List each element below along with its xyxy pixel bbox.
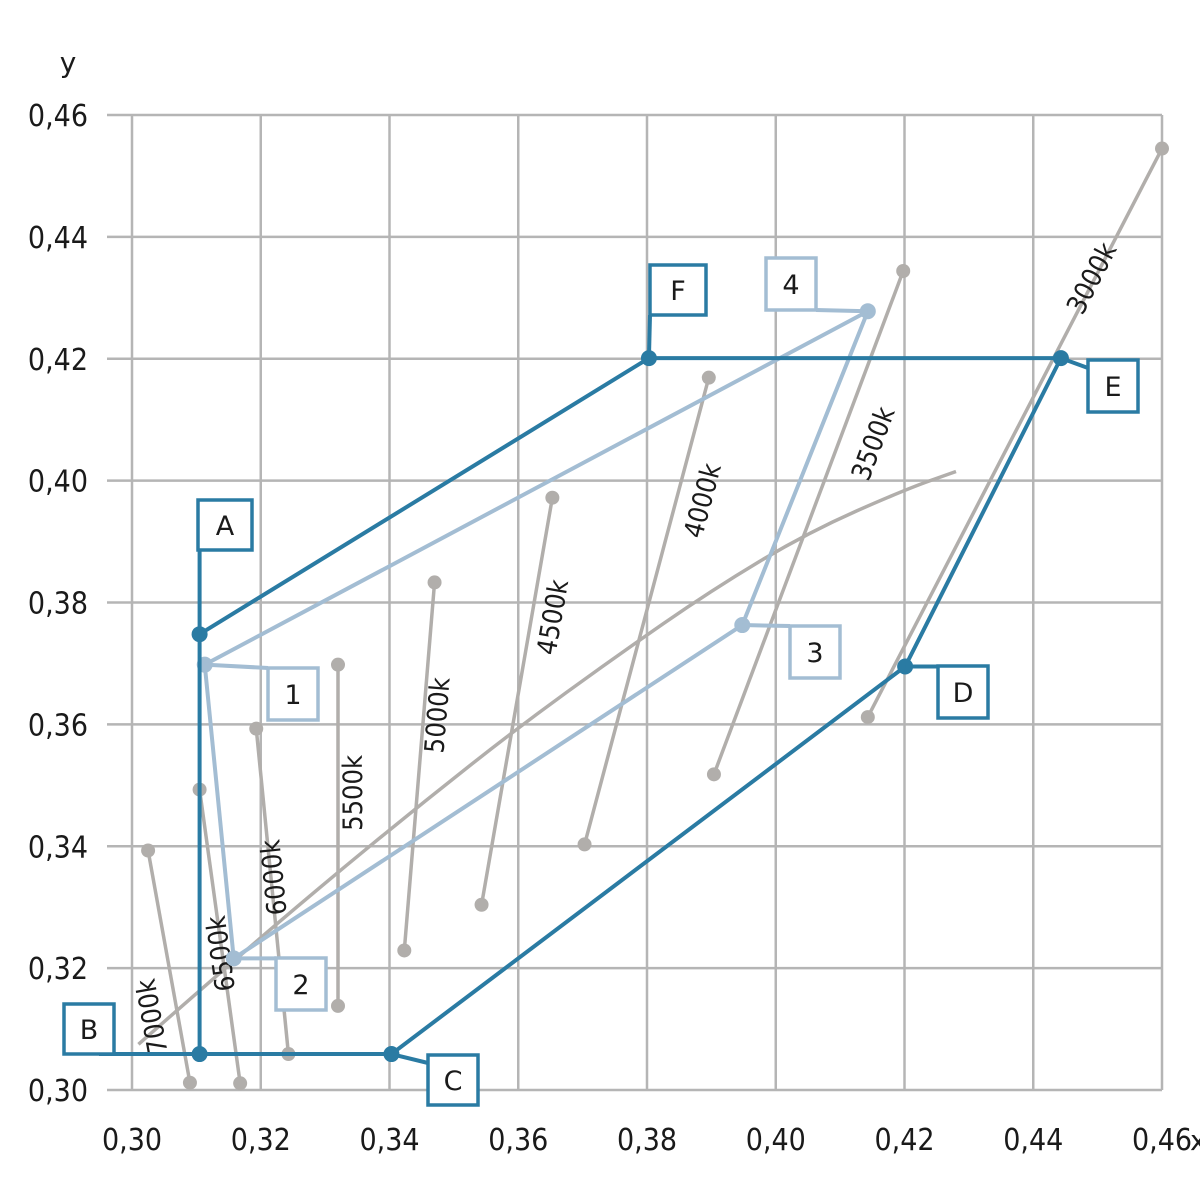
y-tick-label: 0,46 — [28, 99, 88, 134]
outer-vertex-leader-F — [646, 314, 652, 359]
isotherm-point — [182, 1075, 197, 1090]
outer-vertex-leader-C — [390, 1052, 429, 1065]
planckian-locus-line — [137, 469, 957, 1046]
inner-vertex-leader-1 — [204, 662, 269, 670]
y-tick-label: 0,32 — [28, 952, 88, 987]
x-tick-label: 0,30 — [102, 1123, 162, 1158]
isotherm-label: 6000k — [255, 838, 293, 917]
outer-vertex-label-C: C — [444, 1066, 463, 1097]
isotherm-point — [896, 264, 911, 278]
x-tick-label: 0,44 — [1003, 1123, 1063, 1158]
outer-vertex-box-E — [1086, 358, 1140, 414]
isotherm-line-5000k — [402, 582, 437, 951]
inner-vertex-label-3: 3 — [806, 638, 823, 669]
outer-vertex-box-F — [648, 263, 708, 317]
outer-vertex-box-A — [196, 498, 254, 552]
outer-vertex-label-E: E — [1104, 372, 1121, 403]
inner-vertex-box-2 — [274, 956, 328, 1012]
isotherm-line-3000k — [866, 147, 1164, 718]
y-tick-label: 0,30 — [28, 1074, 88, 1109]
planckian-locus — [137, 469, 957, 1046]
y-tick-label: 0,44 — [28, 221, 88, 256]
isotherm-point — [706, 767, 721, 782]
isotherm-line-4000k — [582, 377, 711, 845]
x-tick-label: 0,40 — [746, 1123, 806, 1158]
y-tick-label: 0,34 — [28, 830, 88, 865]
y-tick-label: 0,42 — [28, 343, 88, 378]
isotherm-point — [331, 998, 345, 1013]
outer-vertex-box-C — [426, 1053, 480, 1107]
x-tick-label: 0,42 — [874, 1123, 934, 1158]
isotherm-label: 7000k — [131, 976, 175, 1056]
isotherm-point — [860, 710, 875, 725]
isotherm-label: 3500k — [846, 403, 902, 485]
isotherm-label: 4000k — [678, 460, 727, 541]
isotherm-point — [474, 897, 489, 912]
inner-vertex-leader-4 — [815, 308, 868, 314]
isotherm-label: 5000k — [419, 676, 456, 754]
isotherm-point — [141, 843, 156, 858]
isotherm-line-7000k — [146, 850, 192, 1083]
grid — [107, 113, 1164, 1092]
outer-vertex-label-D: D — [953, 678, 974, 709]
isotherm-line-3500k — [712, 270, 905, 775]
y-tick-label: 0,36 — [28, 708, 88, 743]
outer-vertex-label-B: B — [80, 1015, 99, 1046]
x-tick-label: 0,32 — [231, 1123, 291, 1158]
inner-vertex-label-4: 4 — [782, 270, 799, 301]
x-tick-label: 0,46 — [1132, 1123, 1192, 1158]
isotherm-line-4500k — [479, 497, 555, 906]
outer-vertex-box-B — [62, 1002, 116, 1056]
inner-vertex-label-2: 2 — [292, 970, 309, 1001]
outer-vertex-box-D — [936, 664, 990, 720]
y-tick-labels: 0,30 0,32 0,34 0,36 0,38 0,40 0,42 0,44 0,46 — [28, 99, 88, 1109]
inner-vertex-label-1: 1 — [284, 680, 301, 711]
outer-vertex-label-A: A — [216, 511, 235, 542]
isotherm-label: 3000k — [1061, 238, 1123, 320]
isotherm-point — [545, 490, 560, 505]
outer-vertex-label-F: F — [670, 276, 686, 307]
y-axis-label: y — [60, 46, 77, 79]
inner-vertex-box-1 — [266, 666, 320, 722]
isotherm-label: 5500k — [338, 755, 369, 831]
x-axis-label: x — [1190, 1124, 1200, 1157]
y-tick-label: 0,38 — [28, 587, 88, 622]
isotherm-point — [427, 575, 442, 590]
vertex-callouts: A B C D E F 1 2 3 4 — [62, 256, 1140, 1107]
outer-vertex-leader-E — [1060, 356, 1089, 370]
isotherm-point — [701, 370, 716, 385]
x-tick-label: 0,38 — [617, 1123, 677, 1158]
inner-vertex-box-4 — [764, 256, 818, 312]
outer-region-outline — [197, 356, 1063, 1057]
x-tick-labels: 0,30 0,32 0,34 0,36 0,38 0,40 0,42 0,44 0,46 — [102, 1123, 1192, 1158]
y-tick-label: 0,40 — [28, 465, 88, 500]
inner-vertex-box-3 — [788, 624, 842, 680]
isotherm-point — [1155, 141, 1169, 156]
isotherm-point — [331, 657, 345, 672]
isotherm-line-6500k — [197, 789, 242, 1084]
x-tick-label: 0,36 — [488, 1123, 548, 1158]
x-tick-label: 0,34 — [359, 1123, 419, 1158]
isotherm-point — [249, 721, 264, 736]
isotherm-point — [397, 943, 412, 958]
isotherm-point — [577, 837, 592, 852]
isotherm-point — [233, 1076, 248, 1091]
inner-vertex-leader-3 — [742, 623, 791, 628]
